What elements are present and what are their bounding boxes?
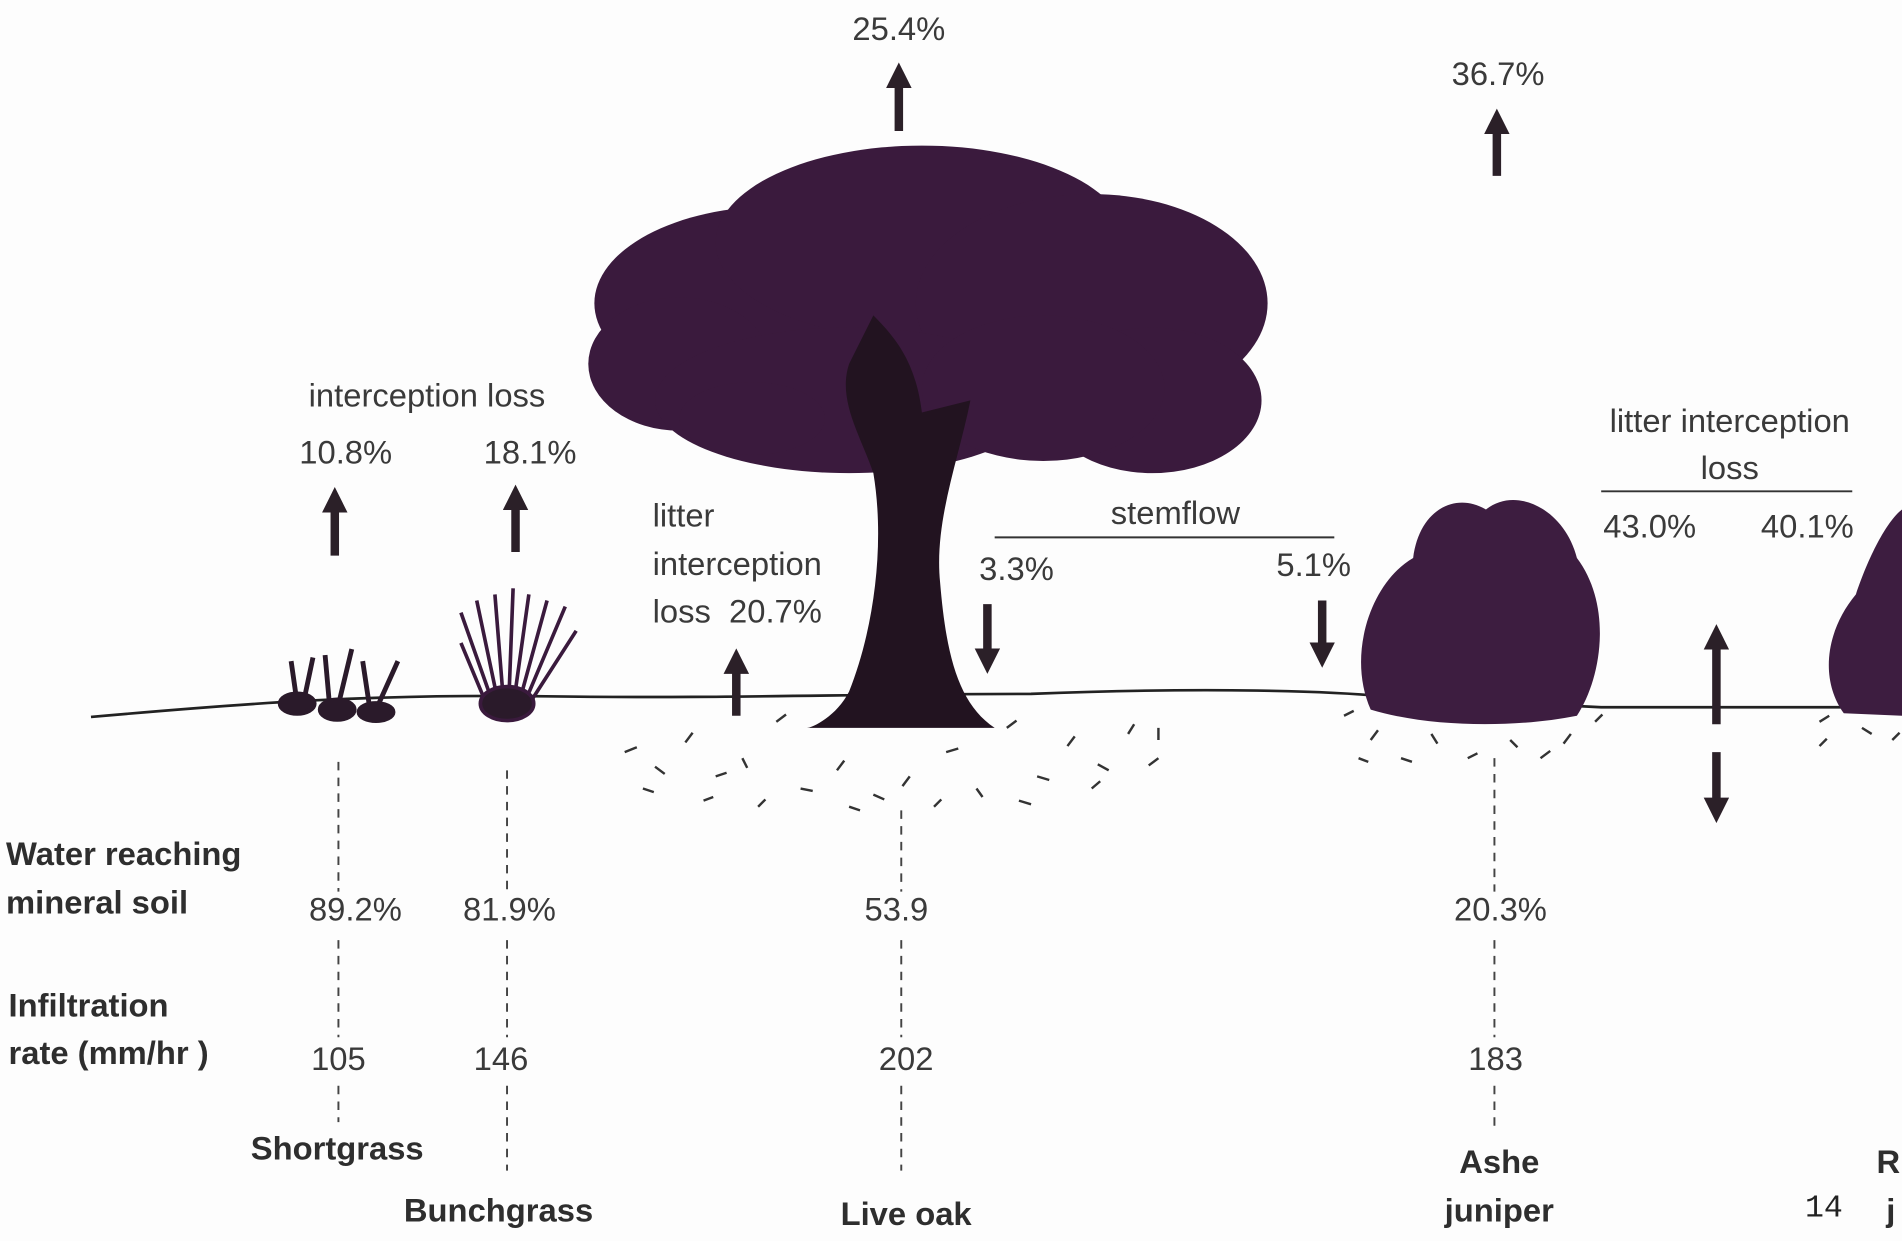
process-label: interception loss — [309, 376, 546, 413]
page-number: 14 — [1805, 1192, 1843, 1227]
row-value: 105 — [311, 1040, 366, 1077]
row-value: 20.3% — [1454, 891, 1547, 928]
live-oak-tree — [588, 146, 1267, 728]
percent-label: 18.1% — [484, 433, 577, 470]
row-label: rate (mm/hr ) — [8, 1034, 208, 1071]
row-value: 53.9 — [865, 891, 929, 928]
species-label: juniper — [1444, 1192, 1554, 1229]
percent-label: 5.1% — [1276, 546, 1351, 583]
percent-label: 25.4% — [852, 10, 945, 47]
species-label: Bunchgrass — [404, 1192, 593, 1229]
process-label: interception — [653, 545, 822, 582]
species-label: R — [1877, 1143, 1901, 1180]
process-label: litter interception — [1610, 402, 1850, 439]
percent-label: 10.8% — [299, 433, 392, 470]
ashe-juniper-tree — [1361, 500, 1600, 724]
row-value: 202 — [879, 1040, 934, 1077]
row-label: Infiltration — [8, 987, 168, 1024]
percent-label: 40.1% — [1761, 507, 1854, 544]
percent-label: 36.7% — [1452, 55, 1545, 92]
bunchgrass-plant — [461, 588, 576, 720]
row-value: 146 — [474, 1040, 529, 1077]
shortgrass-plant — [280, 649, 398, 721]
diagram: 25.4% 36.7% interception loss 10.8% 18.1… — [0, 0, 1902, 1241]
row-label: Water reaching — [6, 835, 241, 872]
row-value: 89.2% — [309, 891, 402, 928]
species-label: Ashe — [1459, 1143, 1539, 1180]
species-label: Shortgrass — [251, 1130, 424, 1167]
percent-label: 3.3% — [979, 550, 1054, 587]
process-label: loss 20.7% — [653, 592, 822, 629]
row-value: 81.9% — [463, 891, 556, 928]
species-label: Live oak — [841, 1195, 973, 1232]
process-label: stemflow — [1111, 494, 1241, 531]
species-label: j — [1885, 1192, 1895, 1229]
row-label: mineral soil — [6, 883, 188, 920]
leader-lines — [338, 758, 1494, 1170]
process-label: loss — [1701, 449, 1759, 486]
process-label: litter — [653, 496, 715, 533]
row-value: 183 — [1468, 1040, 1523, 1077]
percent-label: 43.0% — [1603, 507, 1696, 544]
